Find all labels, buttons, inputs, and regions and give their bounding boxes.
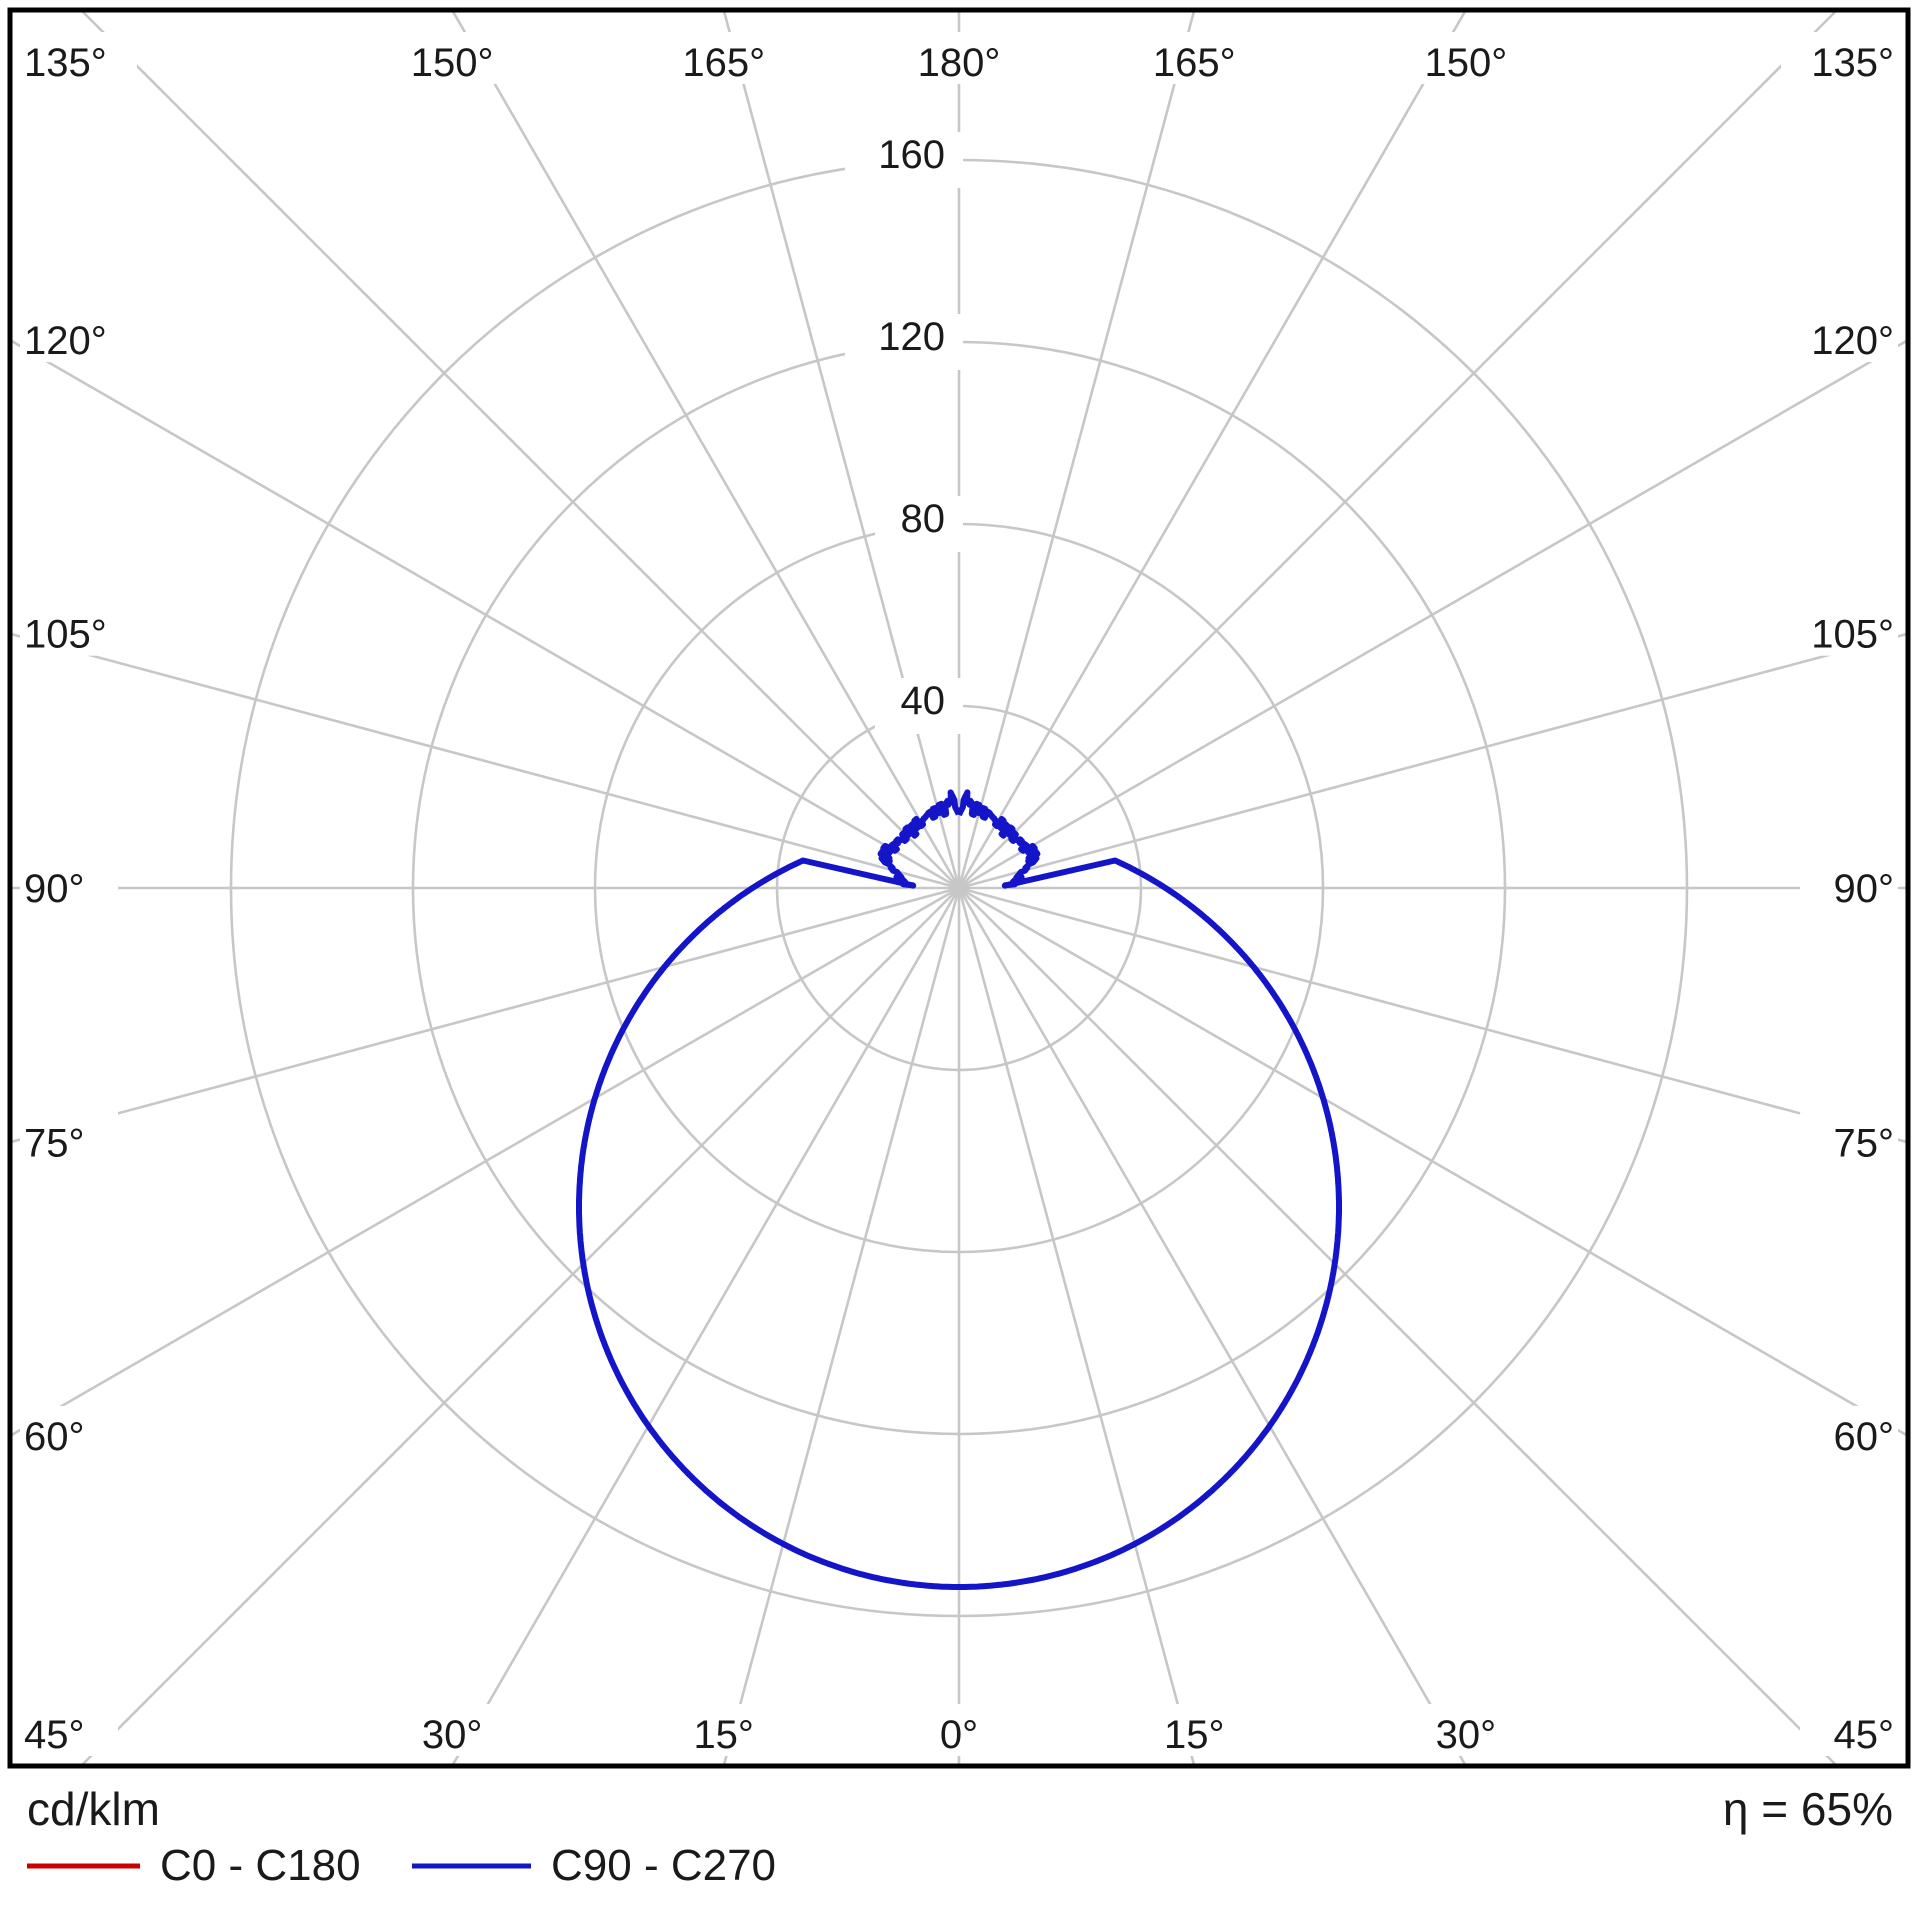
- svg-text:160: 160: [878, 133, 945, 177]
- svg-text:120: 120: [878, 315, 945, 359]
- svg-text:60°: 60°: [1834, 1415, 1895, 1459]
- svg-text:75°: 75°: [1834, 1121, 1895, 1165]
- svg-text:45°: 45°: [1834, 1713, 1895, 1757]
- svg-text:90°: 90°: [24, 867, 85, 911]
- svg-text:40: 40: [901, 679, 946, 723]
- svg-text:120°: 120°: [1811, 319, 1894, 363]
- svg-text:105°: 105°: [1811, 613, 1894, 657]
- svg-text:135°: 135°: [1811, 41, 1894, 85]
- svg-text:45°: 45°: [24, 1713, 85, 1757]
- svg-text:15°: 15°: [693, 1713, 754, 1757]
- svg-text:90°: 90°: [1834, 867, 1895, 911]
- svg-text:105°: 105°: [24, 613, 107, 657]
- svg-text:120°: 120°: [24, 319, 107, 363]
- svg-text:80: 80: [901, 497, 946, 541]
- svg-text:η = 65%: η = 65%: [1723, 1783, 1893, 1835]
- svg-text:75°: 75°: [24, 1121, 85, 1165]
- svg-text:150°: 150°: [411, 41, 494, 85]
- svg-text:cd/klm: cd/klm: [27, 1783, 160, 1835]
- svg-text:C90 - C270: C90 - C270: [551, 1841, 776, 1890]
- svg-text:30°: 30°: [1436, 1713, 1497, 1757]
- svg-text:180°: 180°: [918, 41, 1001, 85]
- svg-text:135°: 135°: [24, 41, 107, 85]
- svg-text:150°: 150°: [1425, 41, 1508, 85]
- svg-text:15°: 15°: [1164, 1713, 1225, 1757]
- svg-text:60°: 60°: [24, 1415, 85, 1459]
- svg-text:30°: 30°: [422, 1713, 483, 1757]
- svg-text:0°: 0°: [940, 1713, 978, 1757]
- svg-text:C0 - C180: C0 - C180: [160, 1841, 361, 1890]
- svg-text:165°: 165°: [1153, 41, 1236, 85]
- svg-text:165°: 165°: [682, 41, 765, 85]
